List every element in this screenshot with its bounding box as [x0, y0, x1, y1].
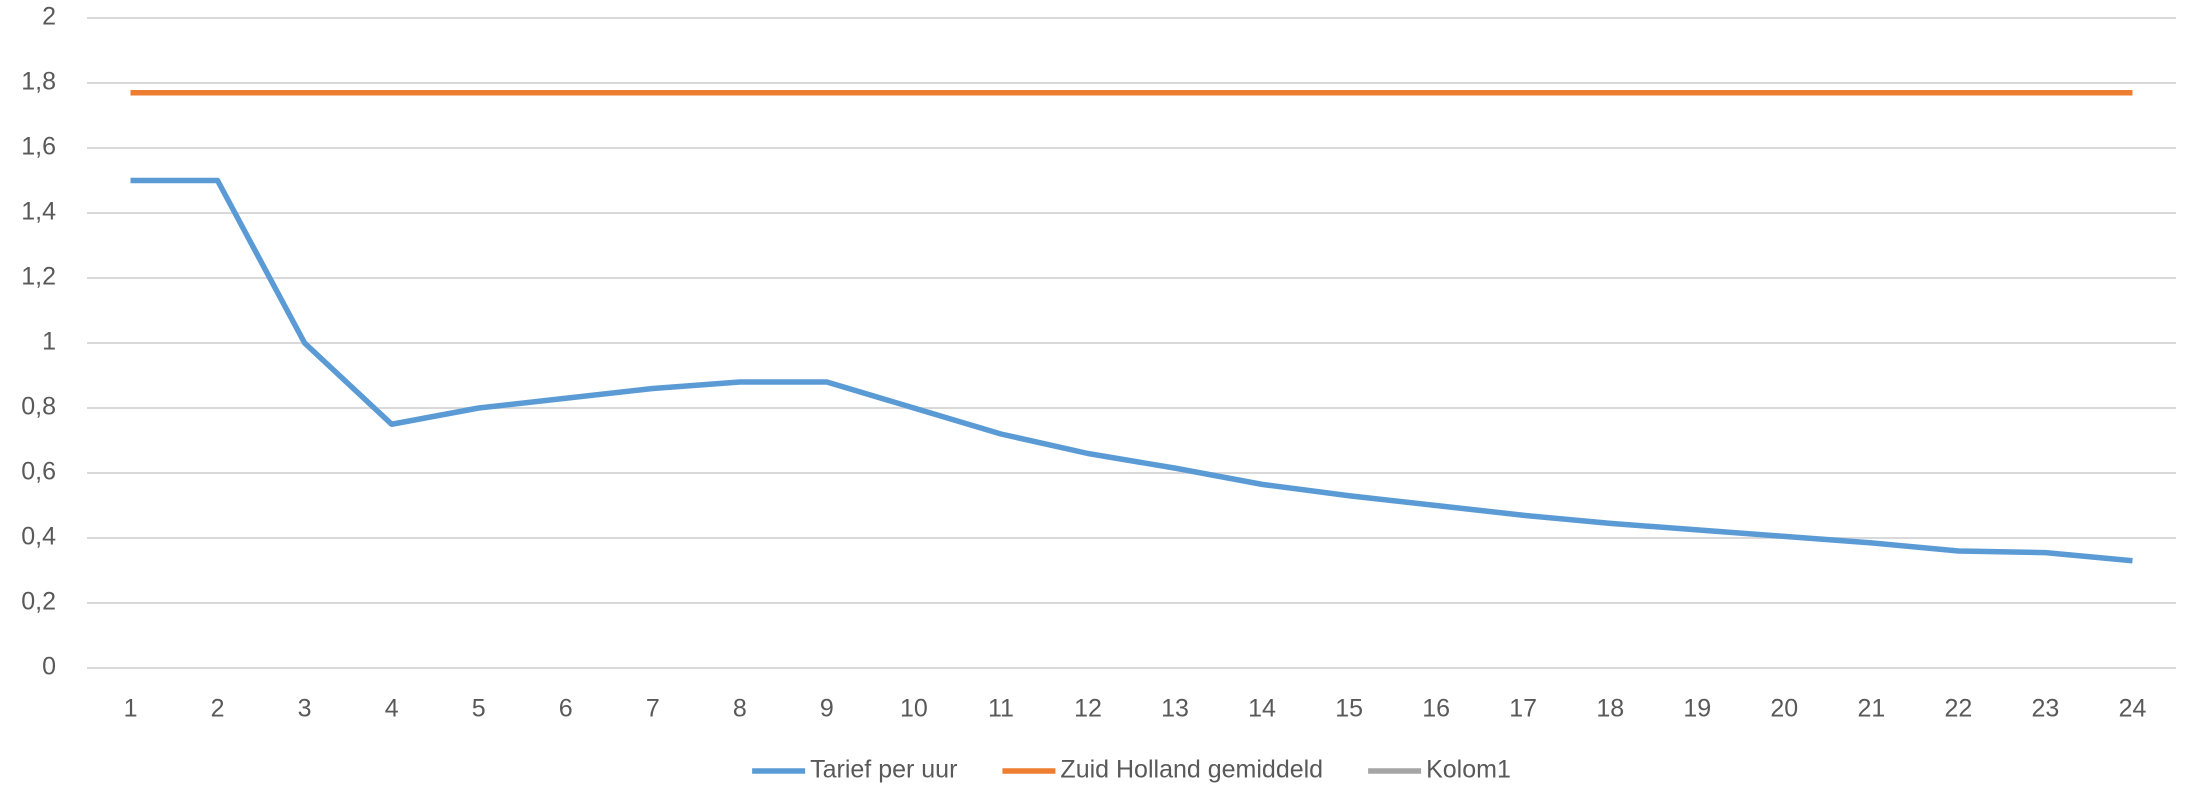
x-tick-label: 13 [1161, 695, 1189, 723]
x-tick-label: 10 [900, 695, 928, 723]
x-tick-label: 22 [1944, 695, 1972, 723]
x-tick-label: 7 [646, 695, 660, 723]
y-tick-label: 0,2 [21, 588, 56, 616]
x-tick-label: 4 [385, 695, 399, 723]
y-tick-label: 1,4 [21, 198, 56, 226]
y-tick-label: 0,8 [21, 393, 56, 421]
x-tick-label: 16 [1422, 695, 1450, 723]
y-tick-label: 1 [42, 328, 56, 356]
x-tick-label: 11 [988, 695, 1014, 723]
y-tick-label: 1,6 [21, 133, 56, 161]
x-tick-label: 15 [1335, 695, 1363, 723]
series-line [130, 177, 2133, 564]
y-tick-label: 0 [42, 653, 56, 681]
legend-label: Zuid Holland gemiddeld [1060, 756, 1323, 784]
y-tick-label: 0,4 [21, 523, 56, 551]
x-tick-label: 20 [1770, 695, 1798, 723]
y-tick-label: 2 [42, 3, 56, 31]
x-tick-label: 12 [1074, 695, 1102, 723]
x-tick-label: 17 [1509, 695, 1537, 723]
x-tick-label: 23 [2032, 695, 2060, 723]
x-tick-label: 2 [211, 695, 225, 723]
x-tick-label: 3 [298, 695, 312, 723]
y-tick-label: 1,8 [21, 68, 56, 96]
x-tick-label: 19 [1683, 695, 1711, 723]
x-tick-label: 21 [1857, 695, 1885, 723]
x-tick-label: 5 [472, 695, 486, 723]
x-tick-label: 24 [2119, 695, 2147, 723]
x-tick-label: 9 [820, 695, 834, 723]
legend-label: Tarief per uur [810, 756, 957, 784]
x-tick-label: 1 [124, 695, 138, 723]
y-tick-label: 0,6 [21, 458, 56, 486]
y-tick-label: 1,2 [21, 263, 56, 291]
legend-label: Kolom1 [1426, 756, 1511, 784]
x-tick-label: 14 [1248, 695, 1276, 723]
x-tick-label: 6 [559, 695, 573, 723]
x-tick-label: 18 [1596, 695, 1624, 723]
x-tick-label: 8 [733, 695, 747, 723]
